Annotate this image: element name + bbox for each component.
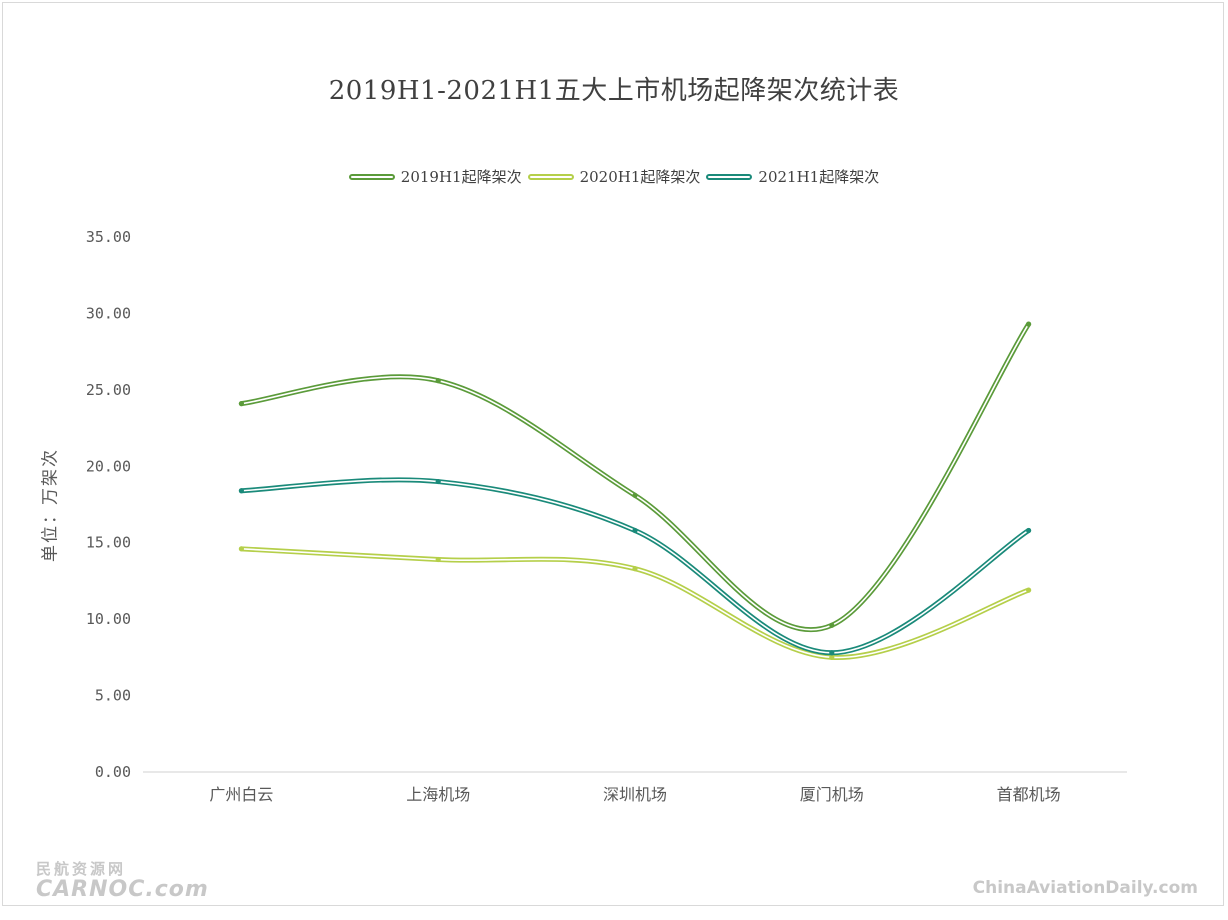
legend-label-2021: 2021H1起降架次 — [758, 168, 880, 186]
series-point-0 — [435, 378, 441, 384]
watermark-carnoc: 民航资源网 CARNOC.com — [36, 858, 209, 902]
series-point-0 — [1026, 321, 1032, 327]
series-point-2 — [238, 488, 244, 494]
legend-item-2019: 2019H1起降架次 — [348, 166, 522, 187]
legend-item-2020: 2020H1起降架次 — [527, 166, 701, 187]
x-category-label: 首都机场 — [997, 785, 1061, 804]
series-point-1 — [632, 566, 638, 572]
series-line-outer-0 — [238, 321, 1032, 633]
y-tick-label: 35.00 — [86, 228, 131, 246]
series-point-2 — [829, 650, 835, 656]
legend-label-2020: 2020H1起降架次 — [579, 168, 701, 186]
y-tick-label: 15.00 — [86, 534, 131, 552]
chart-frame — [2, 2, 1224, 906]
series-line-inner-0 — [240, 323, 1030, 631]
legend-swatch-2019 — [348, 173, 395, 180]
y-tick-label: 20.00 — [86, 457, 131, 475]
legend-item-2021: 2021H1起降架次 — [706, 166, 879, 187]
y-tick-label: 25.00 — [86, 381, 131, 399]
series-point-1 — [829, 654, 835, 660]
series-point-1 — [238, 546, 244, 552]
y-tick-label: 30.00 — [86, 304, 131, 322]
legend-swatch-2021 — [706, 173, 753, 180]
series-point-0 — [238, 401, 244, 407]
series-point-1 — [1026, 587, 1032, 593]
series-point-0 — [829, 622, 835, 628]
series-line-inner-1 — [240, 548, 1030, 659]
y-tick-label: 10.00 — [86, 610, 131, 628]
watermark-carnoc-en: CARNOC.com — [36, 877, 209, 902]
legend-swatch-2020 — [527, 173, 574, 180]
series-point-2 — [632, 527, 638, 534]
x-category-label: 上海机场 — [406, 785, 470, 804]
y-tick-label: 5.00 — [95, 687, 131, 705]
watermark-cad: ChinaAviationDaily.com — [972, 878, 1198, 898]
x-category-label: 厦门机场 — [800, 785, 864, 804]
chart-title: 2019H1-2021H1五大上市机场起降架次统计表 — [328, 76, 900, 106]
legend-label-2019: 2019H1起降架次 — [400, 168, 522, 186]
watermark-carnoc-cn: 民航资源网 — [36, 860, 127, 878]
x-category-label: 深圳机场 — [603, 785, 667, 804]
x-category-label: 广州白云 — [209, 785, 273, 804]
series-point-0 — [632, 492, 638, 498]
chart-legend: 2019H1起降架次 2020H1起降架次 2021H1起降架次 — [0, 166, 1228, 187]
series-point-2 — [435, 478, 441, 485]
y-tick-label: 0.00 — [95, 763, 131, 781]
series-point-1 — [435, 556, 441, 563]
series-point-2 — [1026, 527, 1032, 534]
